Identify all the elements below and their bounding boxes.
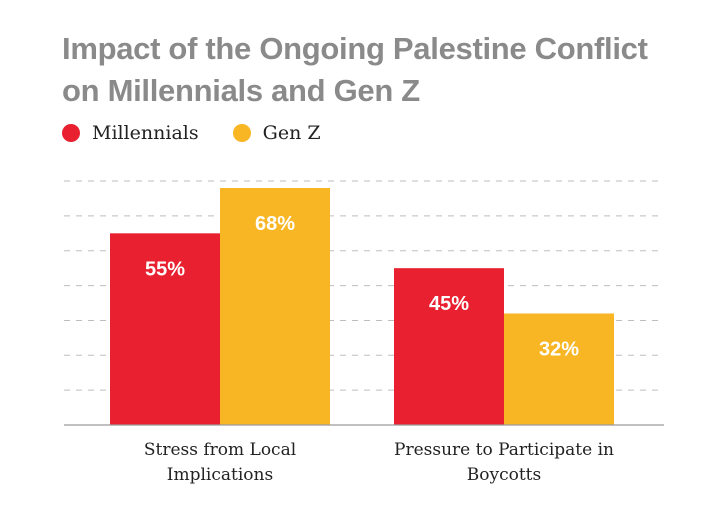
bar-millennials-boycotts <box>394 268 504 425</box>
bar-gen-z-boycotts <box>504 313 614 425</box>
category-label-stress: Stress from Local Implications <box>80 438 360 488</box>
chart-title-line-1: Impact of the Ongoing Palestine Conflict <box>62 31 648 66</box>
legend-label-gen-z: Gen Z <box>262 122 321 144</box>
data-label-millennials-boycotts: 45% <box>429 293 469 315</box>
legend: Millennials Gen Z <box>62 122 355 144</box>
category-label-boycotts-line-2: Boycotts <box>466 465 542 485</box>
legend-item-millennials: Millennials <box>62 122 199 144</box>
legend-label-millennials: Millennials <box>92 122 199 144</box>
legend-item-gen-z: Gen Z <box>232 122 321 144</box>
category-label-stress-line-2: Implications <box>166 465 274 485</box>
chart-title-line-2: on Millennials and Gen Z <box>62 73 420 108</box>
category-label-boycotts: Pressure to Participate in Boycotts <box>364 438 644 488</box>
bar-millennials-stress <box>110 233 220 425</box>
bar-gen-z-stress <box>220 188 330 425</box>
data-label-millennials-stress: 55% <box>145 258 185 280</box>
data-label-gen-z-stress: 68% <box>255 213 295 235</box>
legend-swatch-gen-z <box>232 124 251 142</box>
bars: 55% 45% 68% 32% <box>110 188 614 425</box>
chart-title: Impact of the Ongoing Palestine Conflict… <box>62 28 702 112</box>
legend-swatch-millennials <box>62 124 80 142</box>
category-label-boycotts-line-1: Pressure to Participate in <box>394 440 614 460</box>
category-label-stress-line-1: Stress from Local <box>143 440 297 460</box>
data-label-gen-z-boycotts: 32% <box>539 338 579 360</box>
